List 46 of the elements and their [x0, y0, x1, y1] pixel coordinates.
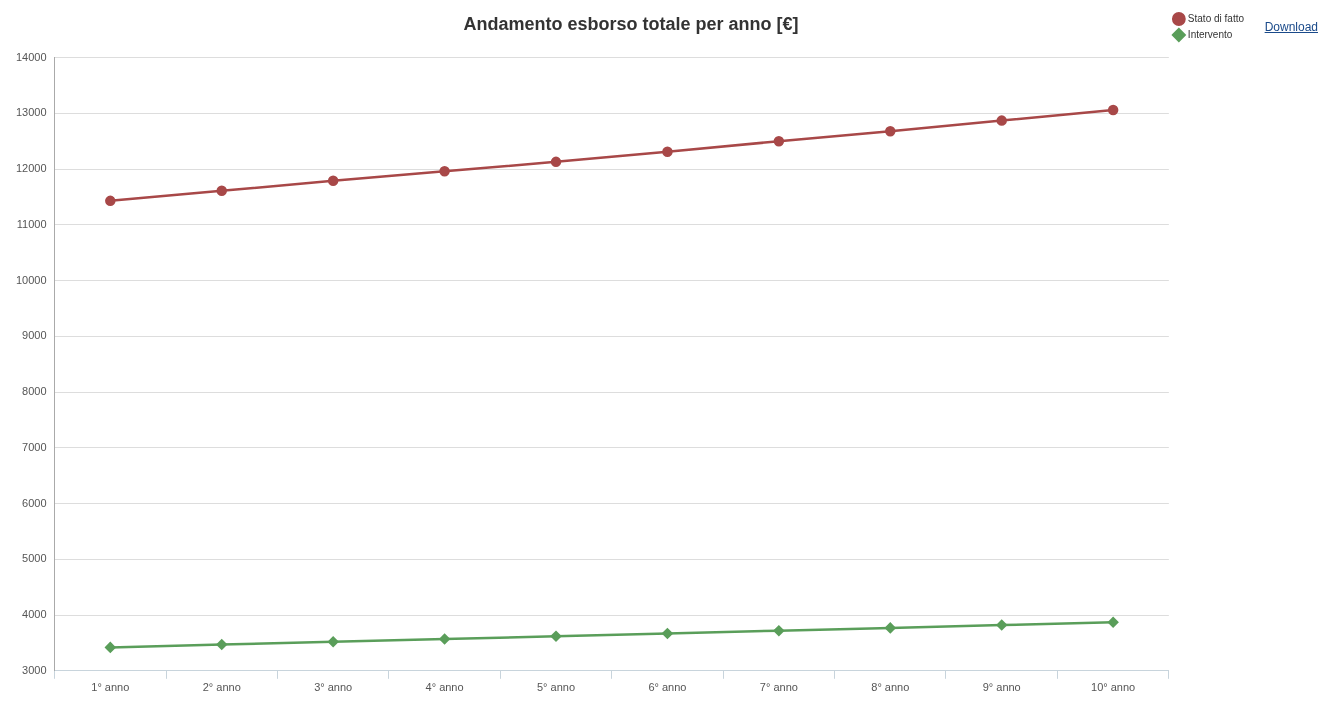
point	[996, 115, 1007, 126]
y-tick-label: 7000	[22, 440, 47, 453]
point	[662, 628, 673, 639]
point	[1107, 104, 1119, 116]
y-tick-label: 5000	[22, 552, 47, 565]
point	[439, 633, 450, 645]
y-tick-label: 14000	[15, 50, 47, 63]
y-tick-label: 9000	[22, 329, 47, 342]
x-tick-label: 9° anno	[982, 681, 1021, 694]
point	[216, 639, 227, 650]
x-tick-label: 1° anno	[91, 681, 130, 694]
point	[216, 185, 227, 197]
text: Download	[1264, 20, 1318, 34]
point	[885, 622, 896, 634]
x-tick-label: 8° anno	[871, 681, 910, 694]
x-tick-label: 2° anno	[202, 681, 241, 694]
y-tick-label: 10000	[15, 273, 47, 286]
x-tick-label: 6° anno	[648, 681, 687, 694]
x-tick-label: 10° anno	[1091, 681, 1136, 694]
y-tick-label: 4000	[22, 608, 47, 621]
point	[327, 175, 339, 187]
legend-label: Stato di fatto	[1187, 12, 1245, 24]
x-tick-label: 4° anno	[425, 681, 464, 694]
point	[550, 156, 562, 168]
point	[439, 166, 450, 177]
point	[662, 146, 673, 158]
chart-title: Andamento esborso totale per anno [€]	[463, 13, 799, 34]
point	[550, 630, 562, 642]
point	[773, 625, 785, 636]
point	[885, 125, 896, 137]
y-tick-label: 3000	[22, 663, 47, 676]
y-tick-label: 12000	[15, 162, 47, 175]
point	[1107, 617, 1119, 628]
y-tick-label: 8000	[22, 385, 47, 398]
y-tick-label: 13000	[15, 106, 47, 119]
y-tick-label: 11000	[16, 217, 47, 230]
point	[327, 636, 339, 648]
legend-label: Intervento	[1187, 28, 1233, 40]
point	[105, 195, 116, 207]
point	[996, 619, 1007, 631]
x-tick-label: 3° anno	[314, 681, 353, 694]
point	[105, 642, 116, 653]
point	[773, 135, 785, 147]
y-tick-label: 6000	[22, 496, 47, 509]
x-tick-label: 7° anno	[759, 681, 798, 694]
x-tick-label: 5° anno	[536, 681, 576, 694]
